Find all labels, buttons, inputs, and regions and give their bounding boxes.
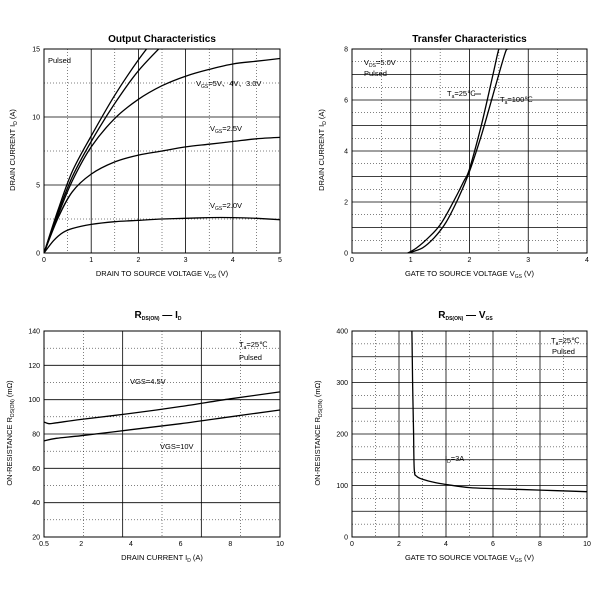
y-tick-label: 4 [344, 149, 348, 156]
series-line-ta-100c [407, 49, 503, 253]
y-tick-label: 300 [336, 380, 348, 387]
x-tick-label: 2 [397, 541, 401, 548]
x-tick-label: 2 [136, 257, 140, 264]
condition-annotation: VDS=5.0V [364, 58, 396, 69]
x-tick-label: 0 [350, 541, 354, 548]
x-tick-label: 10 [276, 541, 284, 548]
pulsed-annotation: Pulsed [239, 353, 262, 362]
y-tick-label: 2 [344, 200, 348, 207]
x-tick-label: 2 [468, 257, 472, 264]
pulsed-annotation: Pulsed [48, 56, 71, 65]
series-line-ta-25c [407, 49, 509, 253]
series-label: VGS=2.0V [210, 201, 242, 212]
y-tick-label: 6 [344, 98, 348, 105]
x-tick-label: 6 [491, 541, 495, 548]
series-line-id-3a [411, 331, 587, 493]
chart-2: 0 1 2 3 4 0 2 4 6 8 Transfer Characteristics GATE T… [317, 34, 589, 280]
series-label: ID=3A [445, 454, 464, 465]
y-tick-label: 200 [336, 432, 348, 439]
series-label: VGS=4.5V [130, 377, 166, 386]
x-tick-label: 5 [278, 257, 282, 264]
chart-title: Transfer Characteristics [412, 34, 527, 45]
x-tick-label: 0 [350, 257, 354, 264]
series-line-vgs-10v [44, 409, 280, 442]
x-tick-label: 4 [129, 541, 133, 548]
series-line-vgs-3-0v [44, 57, 280, 253]
chart-title: Output Characteristics [108, 34, 216, 45]
series-line-vgs-2-0v [44, 216, 280, 253]
y-tick-label: 0 [344, 535, 348, 542]
x-tick-label: 6 [179, 541, 183, 548]
x-tick-label: 0.5 [39, 541, 49, 548]
y-axis-label: DRAIN CURRENT ID (A) [8, 109, 19, 191]
y-tick-label: 120 [28, 363, 40, 370]
y-tick-label: 100 [28, 397, 40, 404]
series-line-vgs-4-5v [44, 391, 280, 425]
series-label: VGS=10V [160, 442, 194, 451]
x-axis-label: GATE TO SOURCE VOLTAGE VGS (V) [405, 269, 535, 280]
y-tick-label: 140 [28, 329, 40, 336]
x-tick-label: 3 [526, 257, 530, 264]
series-label: VGS=2.5V [210, 124, 242, 135]
series-label: Ta=100℃ [500, 95, 533, 106]
series-line-vgs-4v [44, 49, 160, 253]
y-axis-label: ON-RESISTANCE RDS(ON) (mΩ) [5, 380, 16, 486]
y-tick-label: 40 [32, 500, 40, 507]
x-tick-label: 8 [228, 541, 232, 548]
y-tick-label: 5 [36, 183, 40, 190]
y-axis-label: DRAIN CURRENT ID (A) [317, 109, 328, 191]
y-axis-label: ON-RESISTANCE RDS(ON) (mΩ) [313, 380, 324, 486]
x-tick-label: 1 [89, 257, 93, 264]
y-tick-label: 60 [32, 466, 40, 473]
y-tick-label: 15 [32, 47, 40, 54]
chart-title: RDS(ON) — ID [135, 310, 182, 322]
series-line-vgs-5v [44, 49, 148, 253]
x-tick-label: 3 [184, 257, 188, 264]
series-line-vgs-2-5v [44, 136, 280, 253]
y-tick-label: 80 [32, 432, 40, 439]
series-label: VGS=5V、4V、3.0V [196, 79, 261, 90]
x-tick-label: 10 [583, 541, 591, 548]
x-axis-label: GATE TO SOURCE VOLTAGE VGS (V) [405, 553, 535, 564]
x-tick-label: 1 [409, 257, 413, 264]
x-tick-label: 4 [444, 541, 448, 548]
pulsed-annotation: Pulsed [364, 69, 387, 78]
y-tick-label: 20 [32, 535, 40, 542]
condition-annotation: Ta=25℃ [551, 336, 580, 347]
y-tick-label: 10 [32, 115, 40, 122]
y-tick-label: 400 [336, 329, 348, 336]
x-tick-label: 4 [585, 257, 589, 264]
y-tick-label: 0 [36, 251, 40, 258]
chart-1: 0 1 2 3 4 5 0 5 10 15 Output Characteristics DRAIN … [8, 34, 282, 280]
x-tick-label: 4 [231, 257, 235, 264]
x-axis-label: DRAIN TO SOURCE VOLTAGE VDS (V) [96, 269, 229, 280]
chart-3: 0.5 2 4 6 8 10 20 40 60 80 100 120 140 RDS(ON) — ID DR… [5, 310, 284, 564]
chart-title: RDS(ON) — VGS [438, 310, 493, 322]
x-tick-label: 8 [538, 541, 542, 548]
y-tick-label: 0 [344, 251, 348, 258]
y-tick-label: 8 [344, 47, 348, 54]
condition-annotation: Ta=25℃ [239, 340, 268, 351]
y-tick-label: 100 [336, 483, 348, 490]
x-tick-label: 2 [79, 541, 83, 548]
x-axis-label: DRAIN CURRENT ID (A) [121, 553, 203, 564]
series-label: Ta=25℃ [447, 89, 476, 100]
x-tick-label: 0 [42, 257, 46, 264]
pulsed-annotation: Pulsed [552, 347, 575, 356]
